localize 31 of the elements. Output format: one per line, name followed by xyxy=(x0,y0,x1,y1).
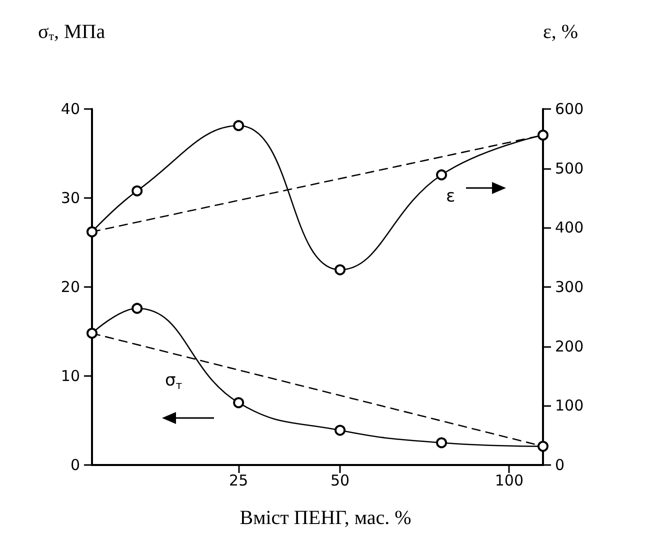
y2-tick-label: 500 xyxy=(555,159,584,178)
point xyxy=(436,169,448,180)
x-tick-label: 100 xyxy=(494,472,524,490)
point xyxy=(334,264,346,276)
point xyxy=(132,185,143,196)
annotation: ε xyxy=(446,186,456,206)
y2-tick-label: 0 xyxy=(555,456,565,474)
point xyxy=(538,440,548,452)
y2-axis-title: ε, % xyxy=(543,21,578,43)
y-tick-label: 20 xyxy=(60,278,80,296)
y2-tick-label: 300 xyxy=(555,278,584,296)
y2-tick-label: 200 xyxy=(555,337,584,356)
y-axis-title: σт, МПа xyxy=(38,21,106,43)
y2-tick-label: 600 xyxy=(555,100,584,118)
y2-tick-label: 400 xyxy=(555,218,584,237)
point xyxy=(436,437,448,448)
point xyxy=(538,130,548,141)
y-tick-label: 10 xyxy=(60,367,80,385)
x-tick-label: 50 xyxy=(330,472,350,490)
y-tick-label: 40 xyxy=(60,100,80,118)
y2-tick-label: 100 xyxy=(555,396,584,415)
point xyxy=(233,120,244,132)
point xyxy=(132,302,143,314)
x-tick-label: 25 xyxy=(229,472,248,490)
y-tick-label: 0 xyxy=(70,456,80,474)
point xyxy=(86,328,98,339)
point xyxy=(334,424,346,436)
point xyxy=(86,226,98,238)
x-axis-title: Вміст ПЕНГ, мас. % xyxy=(240,507,412,529)
point xyxy=(233,397,244,408)
y-tick-label: 30 xyxy=(60,189,80,207)
